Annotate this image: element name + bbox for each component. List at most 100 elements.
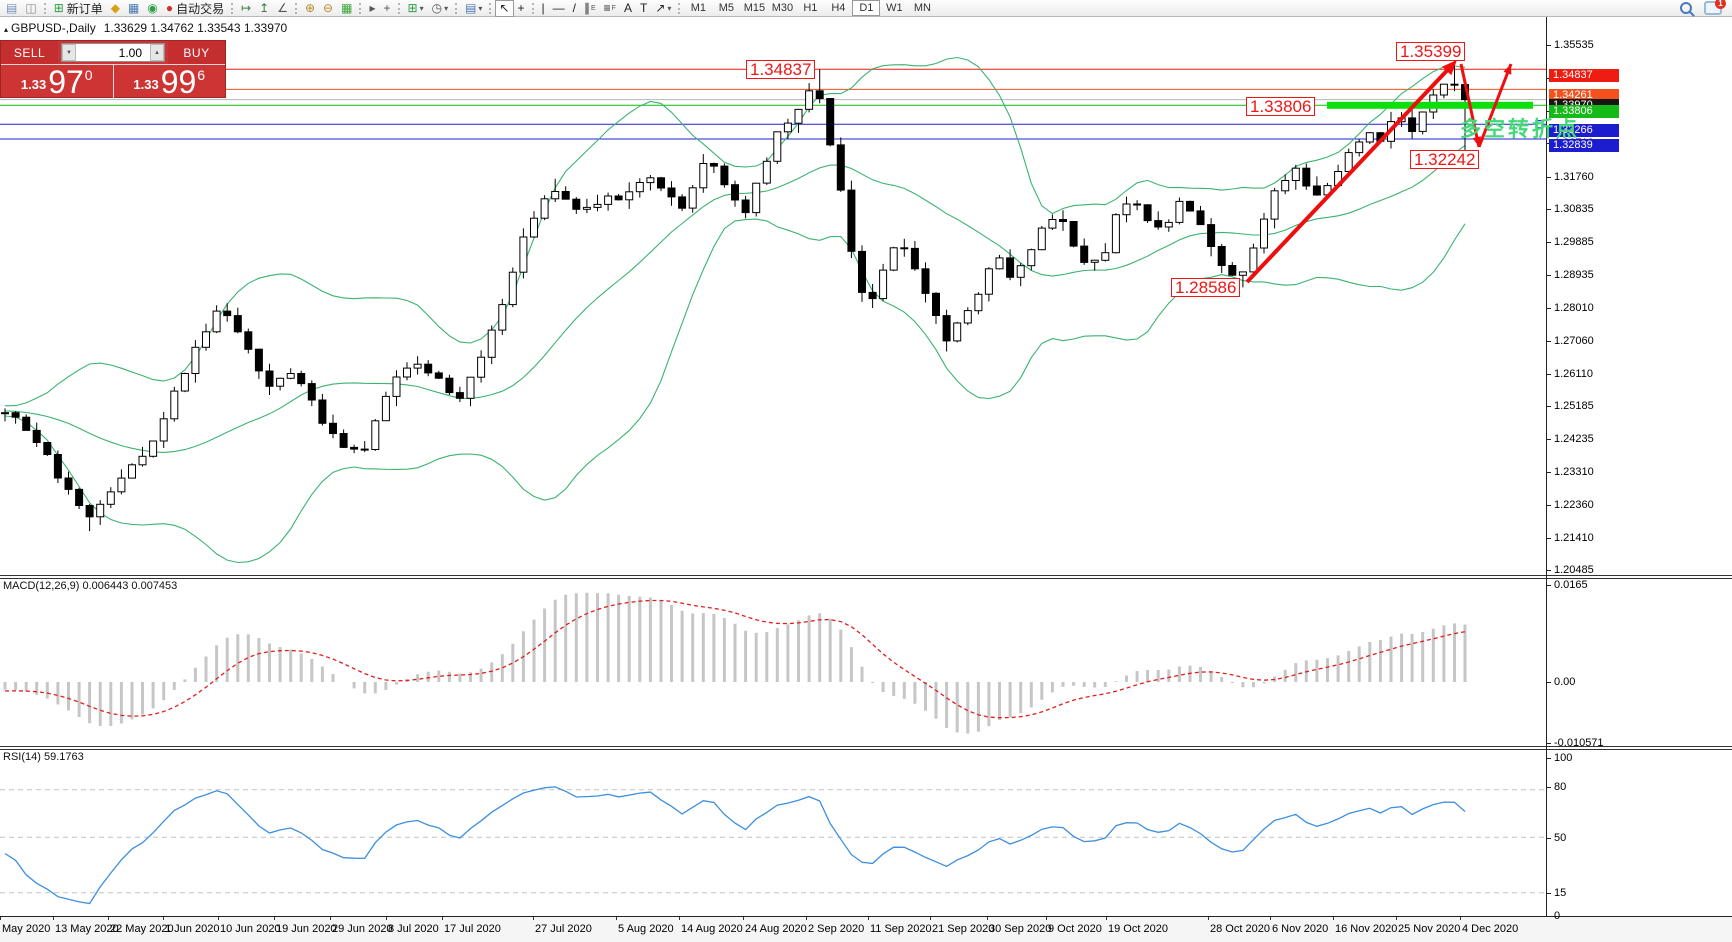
price-tick-mark <box>1546 111 1551 112</box>
time-tick-mark <box>930 917 931 920</box>
tile-windows-icon[interactable]: ▦ <box>337 0 356 17</box>
price-tick-label: 1.28935 <box>1554 269 1594 281</box>
templates-icon[interactable]: ▤ ▾ <box>461 0 486 17</box>
panel-splitter[interactable] <box>0 575 1732 579</box>
autotrading-icon[interactable]: ● 自动交易 <box>162 0 228 17</box>
chart-shift-icon[interactable]: ↥ <box>255 0 273 17</box>
arrowhead[interactable] <box>1503 64 1512 75</box>
buy-price-display[interactable]: 1.33 99 6 <box>114 65 226 98</box>
chart-rescale-icon[interactable]: ∠ <box>273 0 292 17</box>
toolbar-group-grip <box>489 2 492 14</box>
indicator-tick-mark <box>1546 916 1551 917</box>
new-order-icon[interactable]: ⊞ 新订单 <box>50 0 107 17</box>
trendline-icon: / <box>572 1 576 15</box>
timeframe-m1[interactable]: M1 <box>690 2 707 14</box>
annotation-price-label[interactable]: 1.34837 <box>746 60 816 79</box>
fibonacci-icon-sub: F <box>611 4 616 12</box>
timeframe-h1[interactable]: H1 <box>803 2 818 14</box>
macd-panel-canvas[interactable] <box>0 579 1546 746</box>
timeframe-m30[interactable]: M30 <box>771 2 794 14</box>
chevron-down-icon[interactable]: ▾ <box>667 3 672 13</box>
chevron-down-icon[interactable]: ▾ <box>419 3 424 13</box>
zigzag-arrow[interactable] <box>1477 63 1513 148</box>
indicators-icon[interactable]: ⊞ ▾ <box>404 0 428 17</box>
rsi-label: RSI(14) 59.1763 <box>3 751 84 763</box>
green-band[interactable] <box>1327 101 1533 109</box>
timeframe-d1[interactable]: D1 <box>852 0 881 16</box>
buy-button[interactable]: BUY <box>168 41 225 64</box>
annotation-price-label[interactable]: 1.33806 <box>1246 97 1316 116</box>
zoom-out-icon[interactable]: ⊖ <box>319 0 337 17</box>
price-tick-label: 1.21410 <box>1554 532 1594 544</box>
market-watch-icon[interactable]: ◫ <box>21 0 40 17</box>
signals-icon[interactable]: ◉ <box>143 0 161 17</box>
time-tick-mark <box>386 917 387 920</box>
sell-price-display[interactable]: 1.33 97 0 <box>1 65 113 98</box>
horizontal-line-icon[interactable]: — <box>549 0 569 17</box>
toolbar-buttons: ▤ ◫ ⊞ 新订单 ◆ ▦ ◉ ● 自动交易 ↦ ↥ ∠ ⊕ ⊖ ▦ ▸ + ⊞ ▾ ◷ ▾ ▤ ▾ ↖ + | — / ∥ E ≡ F A T ↗… <box>2 0 936 17</box>
cursor-icon[interactable]: ↖ <box>495 0 514 17</box>
search-icon[interactable] <box>1680 2 1692 14</box>
text-label-icon[interactable]: T <box>636 0 651 17</box>
time-tick-mark <box>1106 917 1107 920</box>
sell-button[interactable]: SELL <box>1 41 58 64</box>
panel-splitter[interactable] <box>0 746 1732 750</box>
timeframe-m5[interactable]: M5 <box>718 2 735 14</box>
time-label: 22 May 2020 <box>110 923 174 935</box>
timeframe-mn[interactable]: MN <box>913 2 931 14</box>
autoscroll-icon[interactable]: ↦ <box>237 0 255 17</box>
toolbar-group-grip <box>43 2 46 14</box>
zigzag-arrow[interactable] <box>1459 63 1481 148</box>
quotes-icon[interactable]: ◆ <box>107 0 124 17</box>
price-tick-label: 1.27060 <box>1554 335 1594 347</box>
timeframe-w1[interactable]: W1 <box>886 2 903 14</box>
chevron-down-icon[interactable]: ▾ <box>478 3 483 13</box>
new-order-icon: ⊞ <box>53 1 64 15</box>
periods-icon[interactable]: ◷ ▾ <box>428 0 453 17</box>
time-tick-mark <box>108 917 109 920</box>
rsi-panel-canvas[interactable] <box>0 750 1546 916</box>
notifications-icon[interactable]: 1 <box>1704 0 1726 15</box>
zoom-in-icon[interactable]: ⊕ <box>301 0 319 17</box>
time-label: 9 Oct 2020 <box>1048 923 1102 935</box>
time-tick-mark <box>218 917 219 920</box>
toolbar-right: 1 <box>1680 0 1726 15</box>
equidistant-channel-icon[interactable]: ∥ E <box>580 0 600 17</box>
toolbar-group-grip <box>359 2 362 14</box>
indicator-axis-label: 50 <box>1554 832 1567 844</box>
line-handle[interactable] <box>1535 120 1544 129</box>
trend-arrow[interactable] <box>1245 65 1453 284</box>
volume-decrease-button[interactable]: ▼ <box>62 44 76 61</box>
time-label: 14 Aug 2020 <box>681 923 743 935</box>
annotation-price-label[interactable]: 1.35399 <box>1396 42 1466 61</box>
arrows-icon[interactable]: ↗ ▾ <box>651 0 675 17</box>
chart-context-icon[interactable]: ▴ <box>4 25 9 34</box>
time-tick-mark <box>274 917 275 920</box>
chart-forward-icon[interactable]: ▸ <box>365 0 379 17</box>
vertical-line-icon[interactable]: | <box>538 0 549 17</box>
price-divider <box>112 65 114 98</box>
fibonacci-icon[interactable]: ≡ F <box>600 0 620 17</box>
arrowhead[interactable] <box>1442 60 1457 76</box>
volume-value[interactable]: 1.00 <box>118 45 142 60</box>
trendline-icon[interactable]: / <box>569 0 580 17</box>
crosshair-icon: + <box>517 1 525 15</box>
price-tick-label: 1.31760 <box>1554 171 1594 183</box>
annotation-price-label[interactable]: 1.28586 <box>1171 278 1241 297</box>
timeframe-h4[interactable]: H4 <box>831 2 846 14</box>
note-text[interactable]: 多空转折点 <box>1460 118 1580 141</box>
time-tick-mark <box>1208 917 1209 920</box>
price-tick-label: 1.26110 <box>1554 368 1593 380</box>
depth-of-market-icon[interactable]: ▦ <box>124 0 143 17</box>
chart-add-icon[interactable]: + <box>379 0 394 17</box>
chevron-down-icon[interactable]: ▾ <box>444 3 449 13</box>
charts-window-icon[interactable]: ▤ <box>2 0 21 17</box>
time-tick-mark <box>868 917 869 920</box>
text-icon[interactable]: A <box>620 0 636 17</box>
annotation-price-label[interactable]: 1.32242 <box>1410 150 1480 169</box>
price-tick-mark <box>1546 275 1551 276</box>
timeframe-m15[interactable]: M15 <box>743 2 766 14</box>
time-label: 29 Jun 2020 <box>332 923 393 935</box>
crosshair-icon[interactable]: + <box>514 0 529 17</box>
volume-increase-button[interactable]: ▲ <box>150 44 164 61</box>
